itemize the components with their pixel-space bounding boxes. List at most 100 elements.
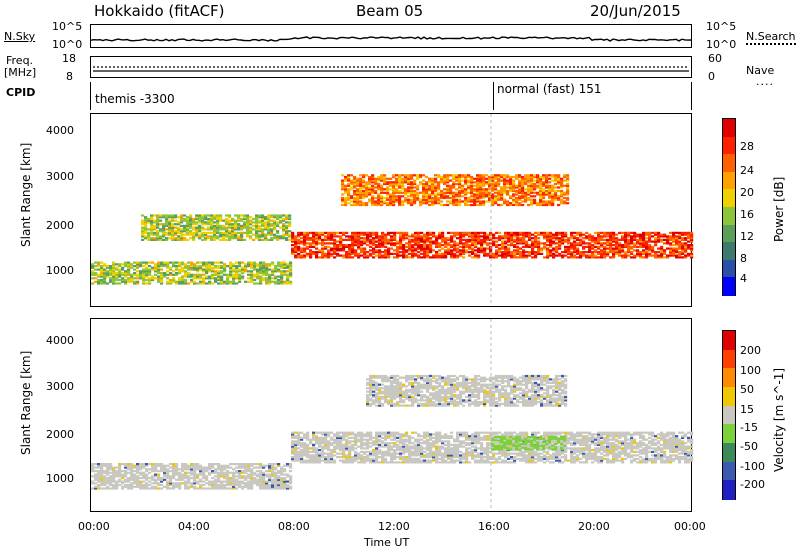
heatmap-cell xyxy=(386,188,390,191)
heatmap-cell xyxy=(223,282,227,285)
heatmap-cell xyxy=(109,272,113,275)
heatmap-cell xyxy=(690,233,694,236)
heatmap-cell xyxy=(282,219,286,222)
heatmap-cell xyxy=(345,454,349,457)
heatmap-cell xyxy=(172,261,176,264)
heatmap-cell xyxy=(549,235,553,238)
heatmap-cell xyxy=(401,202,405,205)
heatmap-cell xyxy=(274,473,278,476)
heatmap-cell xyxy=(539,176,543,179)
heatmap-cell xyxy=(258,233,262,236)
heatmap-cell xyxy=(408,247,412,250)
heatmap-cell xyxy=(378,450,382,453)
heatmap-cell xyxy=(109,487,113,490)
heatmap-cell xyxy=(204,228,208,231)
heatmap-cell xyxy=(545,189,549,193)
heatmap-cell xyxy=(262,277,266,280)
heatmap-cell xyxy=(519,233,523,236)
heatmap-cell xyxy=(145,475,149,478)
heatmap-cell xyxy=(291,238,295,241)
heatmap-cell xyxy=(477,238,481,241)
heatmap-cell xyxy=(100,273,104,276)
heatmap-cell xyxy=(492,244,496,247)
heatmap-cell xyxy=(402,237,406,240)
heatmap-cell xyxy=(250,464,254,467)
heatmap-cell xyxy=(318,449,322,452)
heatmap-cell xyxy=(495,252,499,255)
heatmap-cell xyxy=(506,200,510,203)
heatmap-cell xyxy=(392,200,396,203)
heatmap-cell xyxy=(524,200,528,203)
heatmap-cell xyxy=(348,245,352,248)
heatmap-cell xyxy=(133,280,137,283)
heatmap-cell xyxy=(115,482,119,485)
heatmap-cell xyxy=(354,440,358,443)
heatmap-cell xyxy=(561,233,565,236)
heatmap-cell xyxy=(390,447,394,450)
heatmap-cell xyxy=(392,188,396,191)
heatmap-cell xyxy=(516,249,520,252)
heatmap-cell xyxy=(205,270,209,273)
heatmap-cell xyxy=(533,191,537,194)
heatmap-cell xyxy=(274,478,278,481)
heatmap-cell xyxy=(195,233,199,236)
heatmap-cell xyxy=(393,438,397,441)
heatmap-cell xyxy=(600,245,604,248)
heatmap-cell xyxy=(268,477,272,480)
heatmap-cell xyxy=(348,247,352,250)
heatmap-cell xyxy=(246,230,250,233)
heatmap-cell xyxy=(642,238,646,241)
heatmap-cell xyxy=(207,226,211,229)
heatmap-cell xyxy=(109,466,113,469)
heatmap-cell xyxy=(375,442,379,445)
heatmap-cell xyxy=(464,203,468,207)
heatmap-cell xyxy=(521,203,525,207)
heatmap-cell xyxy=(480,244,484,247)
heatmap-cell xyxy=(444,238,448,241)
heatmap-cell xyxy=(401,177,405,180)
heatmap-cell xyxy=(288,221,292,224)
heatmap-cell xyxy=(109,477,113,480)
heatmap-cell xyxy=(524,181,528,184)
heatmap-cell xyxy=(226,466,230,469)
heatmap-cell xyxy=(383,177,387,180)
heatmap-cell xyxy=(133,273,137,276)
heatmap-cell xyxy=(91,463,95,466)
heatmap-cell xyxy=(244,280,248,283)
heatmap-cell xyxy=(106,466,110,469)
heatmap-cell xyxy=(175,473,179,476)
power-ytick-4000: 4000 xyxy=(46,124,74,137)
heatmap-cell xyxy=(360,231,364,234)
heatmap-cell xyxy=(285,231,289,234)
heatmap-cell xyxy=(280,261,284,264)
heatmap-cell xyxy=(398,203,402,207)
heatmap-cell xyxy=(381,237,385,240)
heatmap-cell xyxy=(151,482,155,485)
heatmap-cell xyxy=(510,237,514,240)
heatmap-cell xyxy=(381,233,385,236)
heatmap-cell xyxy=(100,470,104,473)
heatmap-cell xyxy=(274,471,278,474)
heatmap-cell xyxy=(390,457,394,460)
heatmap-cell xyxy=(588,233,592,236)
heatmap-cell xyxy=(147,237,151,240)
heatmap-cell xyxy=(491,196,495,200)
heatmap-cell xyxy=(232,265,236,268)
heatmap-cell xyxy=(306,450,310,453)
heatmap-cell xyxy=(441,254,445,257)
heatmap-cell xyxy=(274,275,278,278)
heatmap-cell xyxy=(264,235,268,238)
heatmap-cell xyxy=(223,468,227,471)
heatmap-cell xyxy=(633,256,637,259)
heatmap-cell xyxy=(386,189,390,193)
heatmap-cell xyxy=(127,268,131,271)
heatmap-cell xyxy=(530,191,534,194)
heatmap-cell xyxy=(259,470,263,473)
heatmap-cell xyxy=(507,252,511,255)
heatmap-cell xyxy=(392,198,396,201)
heatmap-cell xyxy=(365,174,369,177)
heatmap-cell xyxy=(408,244,412,247)
heatmap-cell xyxy=(306,233,310,236)
heatmap-cell xyxy=(518,202,522,205)
heatmap-cell xyxy=(552,237,556,240)
